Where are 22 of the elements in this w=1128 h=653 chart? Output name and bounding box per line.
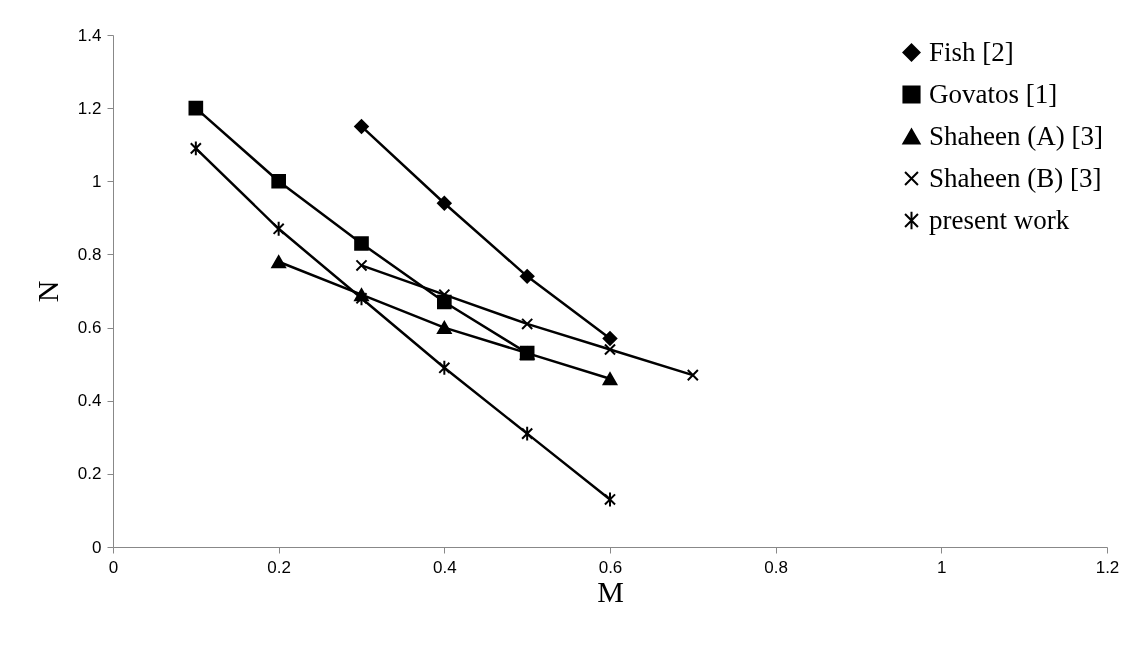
- y-tick-label: 0: [92, 537, 102, 557]
- x-tick-label: 0.6: [598, 557, 623, 577]
- y-tick-label: 1: [92, 171, 102, 191]
- x-tick-label: 0.4: [433, 557, 457, 577]
- y-tick-label: 1.2: [77, 98, 102, 118]
- x-axis-title: M: [597, 574, 624, 608]
- y-axis-title: N: [30, 280, 64, 303]
- y-tick-label: 0.6: [77, 318, 102, 338]
- x-tick-label: 0: [108, 557, 119, 577]
- x-tick-label: 0.8: [764, 557, 788, 577]
- x-tick-label: 1.2: [1095, 557, 1120, 577]
- y-tick-label: 0.4: [77, 391, 102, 411]
- x-tick-label: 0.2: [267, 557, 291, 577]
- legend-label: Shaheen (A) [3]: [929, 120, 1103, 151]
- legend-label: Govatos [1]: [929, 78, 1058, 109]
- y-tick-label: 0.8: [77, 244, 102, 264]
- y-tick-label: 1.4: [77, 25, 102, 45]
- x-tick-label: 1: [937, 557, 947, 577]
- legend-label: Fish [2]: [929, 36, 1014, 67]
- y-tick-label: 0.2: [77, 464, 102, 484]
- legend-label: Shaheen (B) [3]: [929, 162, 1102, 193]
- legend-label: present work: [929, 204, 1070, 235]
